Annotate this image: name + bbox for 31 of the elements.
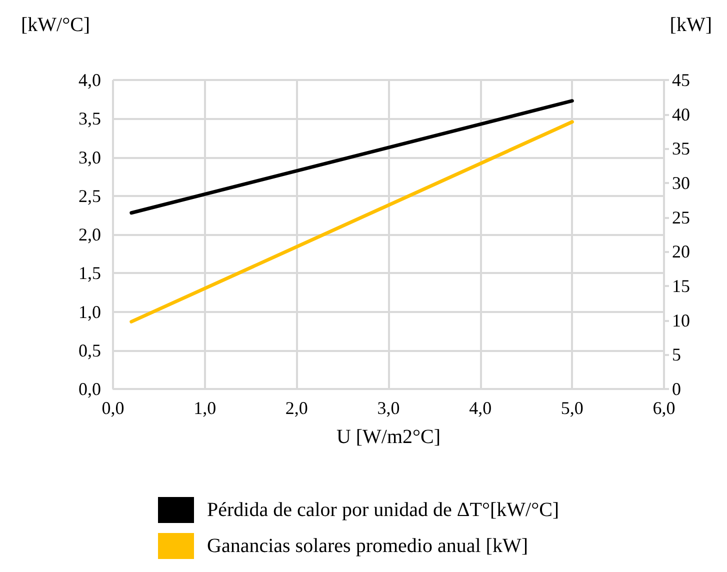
x-tick-label: 1,0 — [194, 398, 216, 418]
y2-tick-label: 25 — [672, 207, 690, 228]
y2-tick-label: 35 — [672, 138, 690, 159]
x-tick-label: 3,0 — [377, 398, 400, 418]
y2-tick-label: 40 — [672, 104, 690, 124]
y2-tick-label: 5 — [672, 344, 681, 365]
x-tick-label: 5,0 — [560, 398, 584, 418]
y-tick-label: 1,0 — [78, 302, 101, 322]
x-tick-label: 4,0 — [469, 398, 492, 418]
y-tick-label: 3,0 — [78, 147, 101, 168]
y-tick-label: 1,5 — [78, 263, 101, 284]
y-tick-label: 0,0 — [78, 379, 101, 399]
x-axis-title: U [W/m2°C] — [336, 426, 441, 448]
y-tick-label: 3,5 — [78, 108, 101, 129]
y2-tick-label: 45 — [672, 70, 690, 90]
y2-tick-label: 30 — [672, 173, 690, 193]
x-tick-label: 2,0 — [285, 398, 308, 418]
y-axis-title: [kW/°C] — [21, 14, 90, 36]
y-tick-label: 2,5 — [78, 186, 101, 206]
y2-tick-label: 0 — [672, 379, 681, 399]
x-tick-label: 0,0 — [102, 398, 124, 418]
x-tick-label: 6,0 — [652, 398, 676, 418]
y2-axis-title: [kW] — [670, 14, 712, 36]
y-tick-label: 0,5 — [78, 340, 101, 360]
y2-tick-label: 15 — [672, 276, 690, 296]
y2-tick-label: 10 — [672, 310, 690, 330]
legend-label: Ganancias solares promedio anual [kW] — [207, 535, 528, 557]
legend-label: Pérdida de calor por unidad de ΔT°[kW/°C] — [207, 499, 560, 521]
y-tick-label: 4,0 — [78, 70, 101, 90]
y2-tick-label: 20 — [672, 242, 690, 262]
y-tick-label: 2,0 — [78, 224, 101, 244]
